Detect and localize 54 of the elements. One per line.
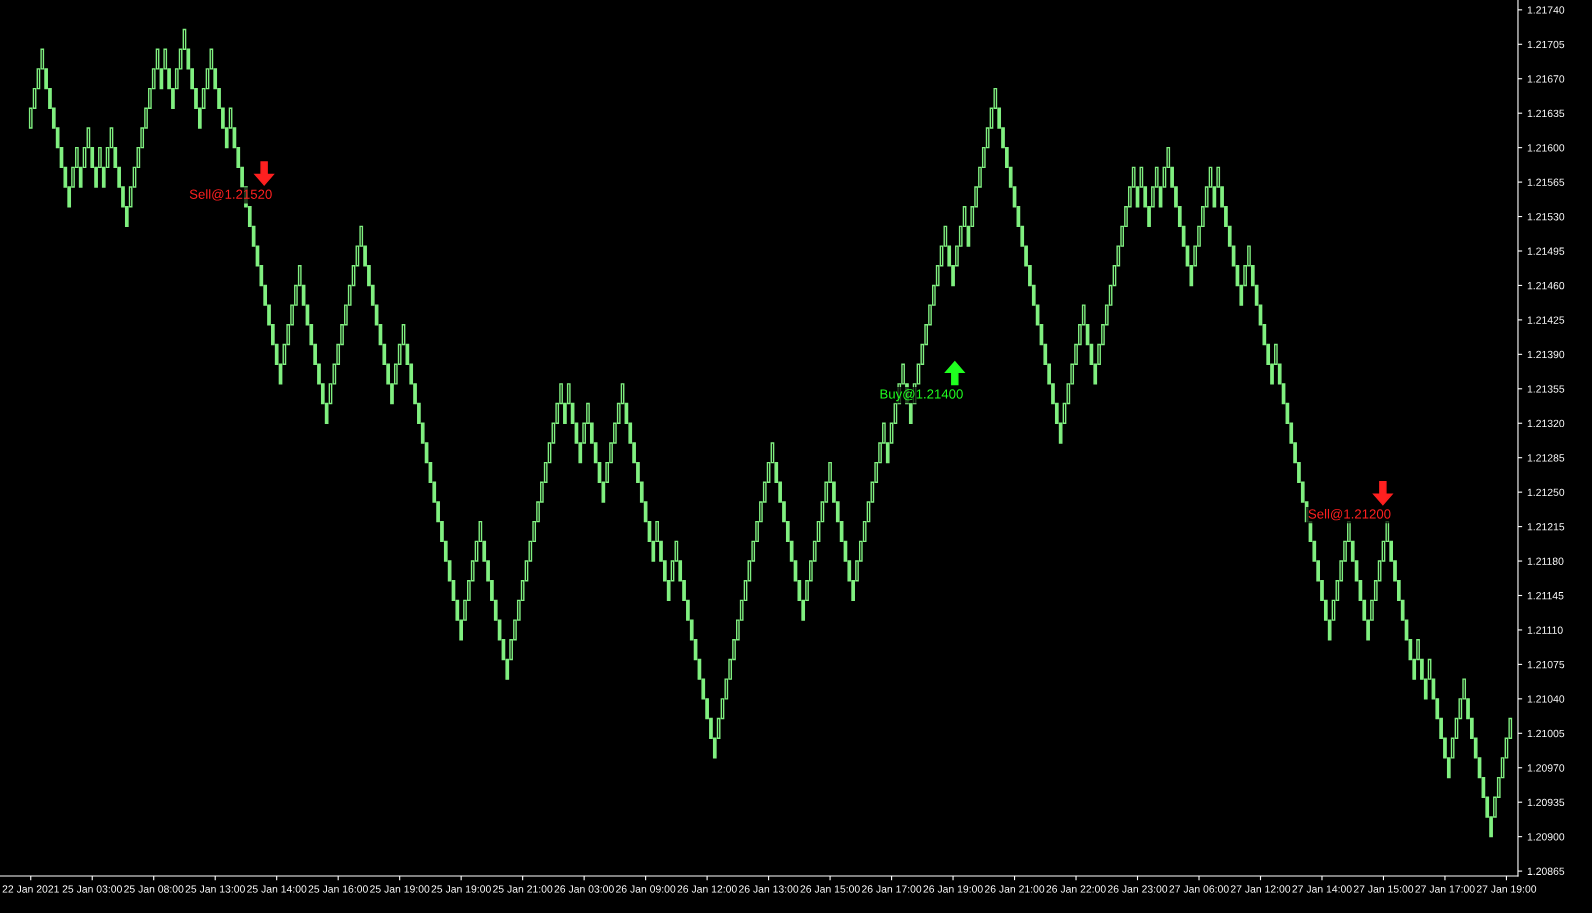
x-tick-label: 26 Jan 19:00 <box>923 885 983 893</box>
x-tick-label: 25 Jan 16:00 <box>308 885 368 893</box>
y-tick-label: 1.20900 <box>1527 833 1565 841</box>
y-tick-label: 1.21215 <box>1527 523 1565 531</box>
x-tick-label: 25 Jan 14:00 <box>247 885 307 893</box>
x-tick-label: 25 Jan 19:00 <box>370 885 430 893</box>
y-tick-label: 1.21250 <box>1527 488 1565 497</box>
y-tick-label: 1.21425 <box>1527 316 1565 324</box>
x-tick-label: 26 Jan 17:00 <box>861 885 922 893</box>
x-tick-label: 25 Jan 03:00 <box>62 885 122 893</box>
y-tick-label: 1.21005 <box>1527 729 1565 738</box>
x-tick-label: 27 Jan 06:00 <box>1169 885 1229 893</box>
y-tick-label: 1.21530 <box>1527 213 1565 221</box>
y-tick-label: 1.21670 <box>1527 75 1565 83</box>
x-tick-label: 26 Jan 15:00 <box>800 885 860 893</box>
y-tick-label: 1.21180 <box>1527 557 1564 565</box>
y-tick-label: 1.20970 <box>1527 764 1565 772</box>
x-tick-label: 26 Jan 09:00 <box>616 885 676 893</box>
y-tick-label: 1.21075 <box>1527 660 1565 669</box>
y-tick-label: 1.21495 <box>1527 247 1565 255</box>
y-tick-label: 1.21040 <box>1527 695 1565 703</box>
y-tick-label: 1.21460 <box>1527 281 1565 290</box>
x-tick-label: 25 Jan 13:00 <box>185 885 245 893</box>
annotation: Sell@1.21520 <box>189 189 272 201</box>
x-tick-label: 26 Jan 03:00 <box>554 885 614 893</box>
y-tick-label: 1.21600 <box>1527 144 1565 152</box>
y-tick-label: 1.21705 <box>1527 40 1565 49</box>
y-tick-label: 1.21285 <box>1527 454 1565 462</box>
x-tick-label: 27 Jan 12:00 <box>1230 885 1291 893</box>
y-tick-label: 1.20865 <box>1527 867 1565 875</box>
x-tick-label: 27 Jan 14:00 <box>1292 885 1352 893</box>
y-tick-label: 1.21390 <box>1527 350 1565 359</box>
x-tick-label: 27 Jan 15:00 <box>1353 885 1414 893</box>
x-tick-label: 26 Jan 22:00 <box>1046 885 1106 893</box>
x-tick-label: 26 Jan 13:00 <box>739 885 799 893</box>
x-tick-label: 26 Jan 23:00 <box>1107 885 1168 893</box>
x-tick-label: 22 Jan 2021 <box>2 885 59 893</box>
y-tick-label: 1.21145 <box>1527 592 1564 600</box>
annotation: Sell@1.21200 <box>1308 508 1391 521</box>
x-tick-label: 25 Jan 21:00 <box>493 885 553 893</box>
y-tick-label: 1.20935 <box>1527 798 1565 807</box>
x-tick-label: 27 Jan 17:00 <box>1415 885 1475 893</box>
x-tick-label: 26 Jan 21:00 <box>984 885 1045 893</box>
y-tick-label: 1.21740 <box>1527 6 1565 14</box>
y-tick-label: 1.21565 <box>1527 178 1565 186</box>
y-tick-label: 1.21355 <box>1527 385 1565 393</box>
x-tick-label: 25 Jan 19:00 <box>431 885 491 893</box>
x-tick-label: 25 Jan 08:00 <box>124 885 184 893</box>
y-tick-label: 1.21635 <box>1527 109 1565 118</box>
x-tick-label: 26 Jan 12:00 <box>677 885 737 893</box>
y-tick-label: 1.21110 <box>1527 626 1563 634</box>
annotation: Buy@1.21400 <box>880 388 963 402</box>
y-tick-label: 1.21320 <box>1527 419 1565 428</box>
x-tick-label: 27 Jan 19:00 <box>1476 885 1537 893</box>
